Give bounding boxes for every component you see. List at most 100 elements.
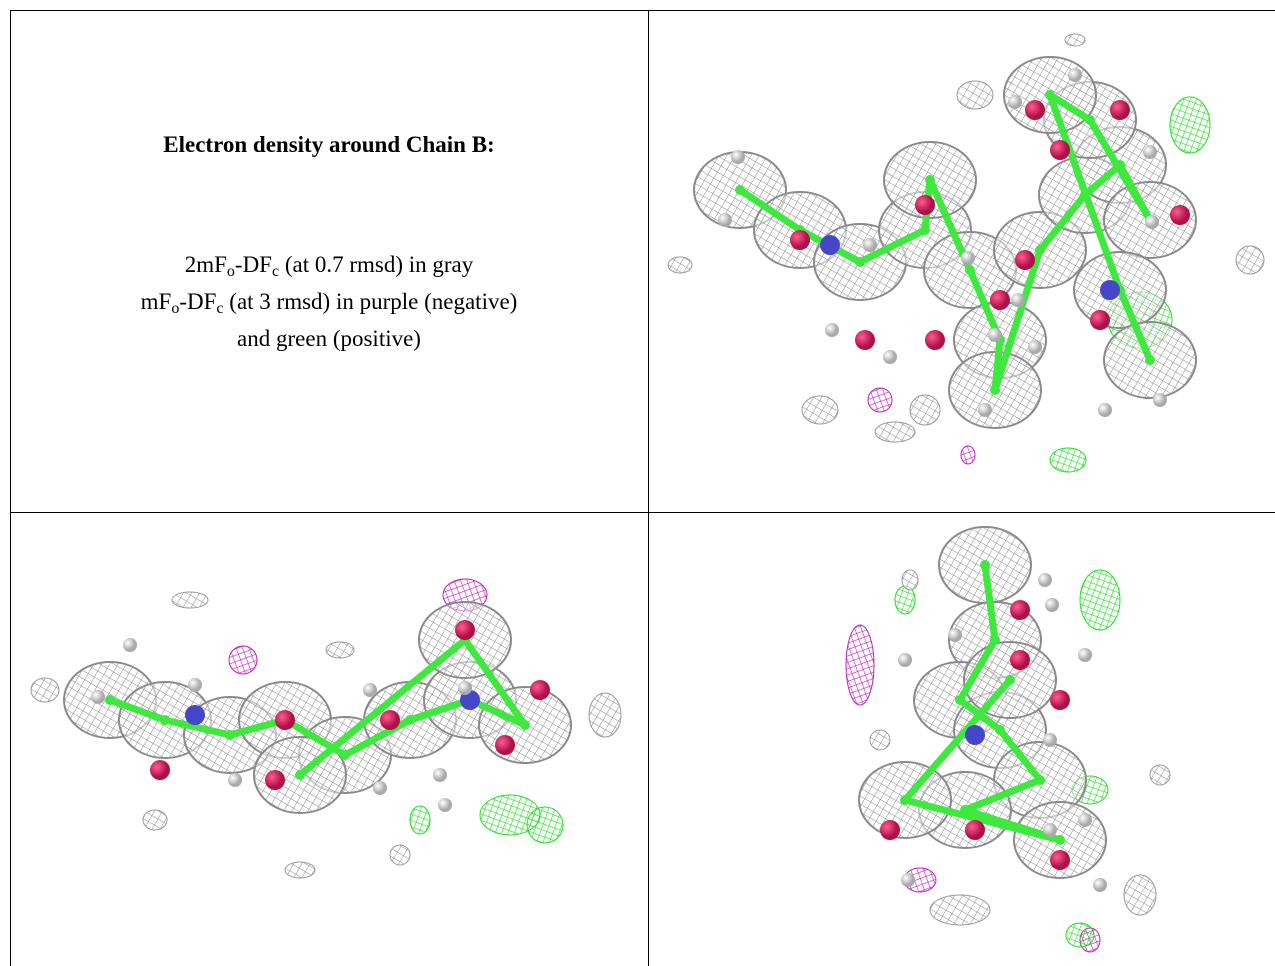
oxygen-atom <box>855 330 875 350</box>
hydrogen-atom <box>433 768 447 782</box>
atom <box>965 265 975 275</box>
atom <box>1085 115 1095 125</box>
density-fragment <box>171 591 209 609</box>
hydrogen-atom <box>1078 813 1092 827</box>
subscript: o <box>226 263 235 280</box>
atom <box>855 257 865 267</box>
density-fragment <box>409 805 431 835</box>
atom <box>1035 245 1045 255</box>
hydrogen-atom <box>1093 878 1107 892</box>
atom <box>735 185 745 195</box>
atom <box>980 560 990 570</box>
hydrogen-atom <box>1143 145 1157 159</box>
density-fragment <box>1079 569 1121 631</box>
oxygen-atom <box>1010 650 1030 670</box>
hydrogen-atom <box>898 653 912 667</box>
density-fragment <box>909 394 941 426</box>
density-fragment <box>869 729 891 751</box>
density-fragment <box>325 641 355 659</box>
hydrogen-atom <box>718 213 732 227</box>
density-fragment <box>142 809 168 831</box>
text: and green (positive) <box>237 326 421 351</box>
density-fragment <box>1123 874 1157 916</box>
atom <box>1035 775 1045 785</box>
atom <box>1145 355 1155 365</box>
oxygen-atom <box>1050 140 1070 160</box>
atom <box>1005 675 1015 685</box>
oxygen-atom <box>455 620 475 640</box>
density-fragment <box>956 80 994 110</box>
bond-sticks <box>738 91 1154 394</box>
atom <box>520 720 530 730</box>
density-fragment <box>1064 33 1086 47</box>
hydrogen-atom <box>825 323 839 337</box>
hydrogen-atom <box>1145 215 1159 229</box>
subscript: c <box>216 300 224 317</box>
oxygen-atom <box>530 680 550 700</box>
density-fragment <box>1169 96 1211 154</box>
density-fragment <box>845 624 875 706</box>
atom <box>405 715 415 725</box>
atom <box>1115 160 1125 170</box>
hydrogen-atom <box>731 150 745 164</box>
hydrogen-atom <box>961 251 975 265</box>
hydrogen-atom <box>978 403 992 417</box>
hydrogen-atom <box>188 678 202 692</box>
nitrogen-atom <box>965 725 985 745</box>
subscript: c <box>271 263 280 280</box>
nitrogen-atom <box>820 235 840 255</box>
oxygen-atom <box>380 710 400 730</box>
hydrogen-atom <box>988 328 1002 342</box>
caption-title: Electron density around Chain B: <box>163 132 495 157</box>
atom <box>990 385 1000 395</box>
hydrogen-atom <box>1098 403 1112 417</box>
molecule-render <box>667 33 1265 473</box>
density-fragment <box>929 894 991 926</box>
hydrogen-atom <box>1153 393 1167 407</box>
hydrogen-atom <box>373 781 387 795</box>
atom <box>340 750 350 760</box>
density-fragment <box>801 395 839 425</box>
caption-line: 2mFo-DFc (at 0.7 rmsd) in gray <box>10 246 648 283</box>
atom <box>1055 835 1065 845</box>
hydrogen-atom <box>228 773 242 787</box>
atom <box>105 695 115 705</box>
oxygen-atom <box>1170 205 1190 225</box>
atom <box>990 635 1000 645</box>
text: (at 3 rmsd) in purple (negative) <box>223 289 518 314</box>
hydrogen-atom <box>123 638 137 652</box>
density-fragment <box>30 677 60 703</box>
atom <box>225 730 235 740</box>
caption-line: and green (positive) <box>10 320 648 357</box>
molecule-render <box>30 578 622 879</box>
density-fragment <box>228 645 258 675</box>
text: mF <box>140 289 172 314</box>
oxygen-atom <box>495 735 515 755</box>
density-fragment <box>1149 764 1171 786</box>
atom <box>160 715 170 725</box>
oxygen-atom <box>1015 250 1035 270</box>
density-fragment <box>526 806 564 844</box>
oxygen-atom <box>150 760 170 780</box>
text: -DF <box>179 289 217 314</box>
hydrogen-atom <box>91 690 105 704</box>
oxygen-atom <box>880 820 900 840</box>
atom <box>900 795 910 805</box>
atom <box>955 695 965 705</box>
hydrogen-atom <box>1043 823 1057 837</box>
oxygen-atom <box>925 330 945 350</box>
density-fragment <box>960 445 976 465</box>
hydrogen-atom <box>863 238 877 252</box>
oxygen-atom <box>915 195 935 215</box>
caption-line: mFo-DFc (at 3 rmsd) in purple (negative) <box>10 283 648 320</box>
density-fragment <box>1065 922 1095 948</box>
oxygen-atom <box>790 230 810 250</box>
hydrogen-atom <box>1043 733 1057 747</box>
oxygen-atom <box>275 710 295 730</box>
density-fragment <box>867 387 893 413</box>
oxygen-atom <box>965 820 985 840</box>
hydrogen-atom <box>458 681 472 695</box>
nitrogen-atom <box>185 705 205 725</box>
